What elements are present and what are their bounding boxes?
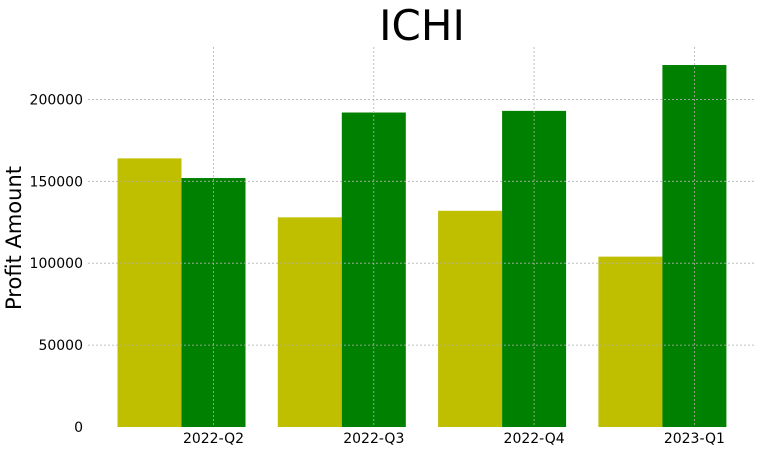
y-tick-label: 0: [74, 420, 83, 436]
y-axis-label: Profit Amount: [2, 166, 26, 310]
y-tick-label: 50000: [38, 338, 83, 354]
x-tick-label: 2022-Q4: [504, 431, 565, 447]
bar-2023-Q1-series-1: [598, 256, 663, 427]
y-tick-label: 150000: [30, 174, 83, 190]
grid-layer: [88, 47, 756, 427]
y-tick-label: 200000: [30, 92, 83, 108]
ticks-layer: 0 50000 100000 150000 200000 2022-Q2 2022-Q3 20…: [30, 92, 725, 447]
x-tick-label: 2023-Q1: [664, 431, 725, 447]
chart-title: ICHI: [379, 1, 465, 50]
bars-layer: [117, 65, 727, 428]
x-tick-label: 2022-Q3: [343, 431, 404, 447]
bar-2022-Q3-series-1: [277, 217, 342, 427]
x-tick-label: 2022-Q2: [183, 431, 244, 447]
y-tick-label: 100000: [30, 256, 83, 272]
bar-2022-Q2-series-1: [117, 158, 182, 427]
bar-2023-Q1-series-2: [662, 65, 727, 427]
bar-2022-Q4-series-1: [438, 210, 503, 427]
